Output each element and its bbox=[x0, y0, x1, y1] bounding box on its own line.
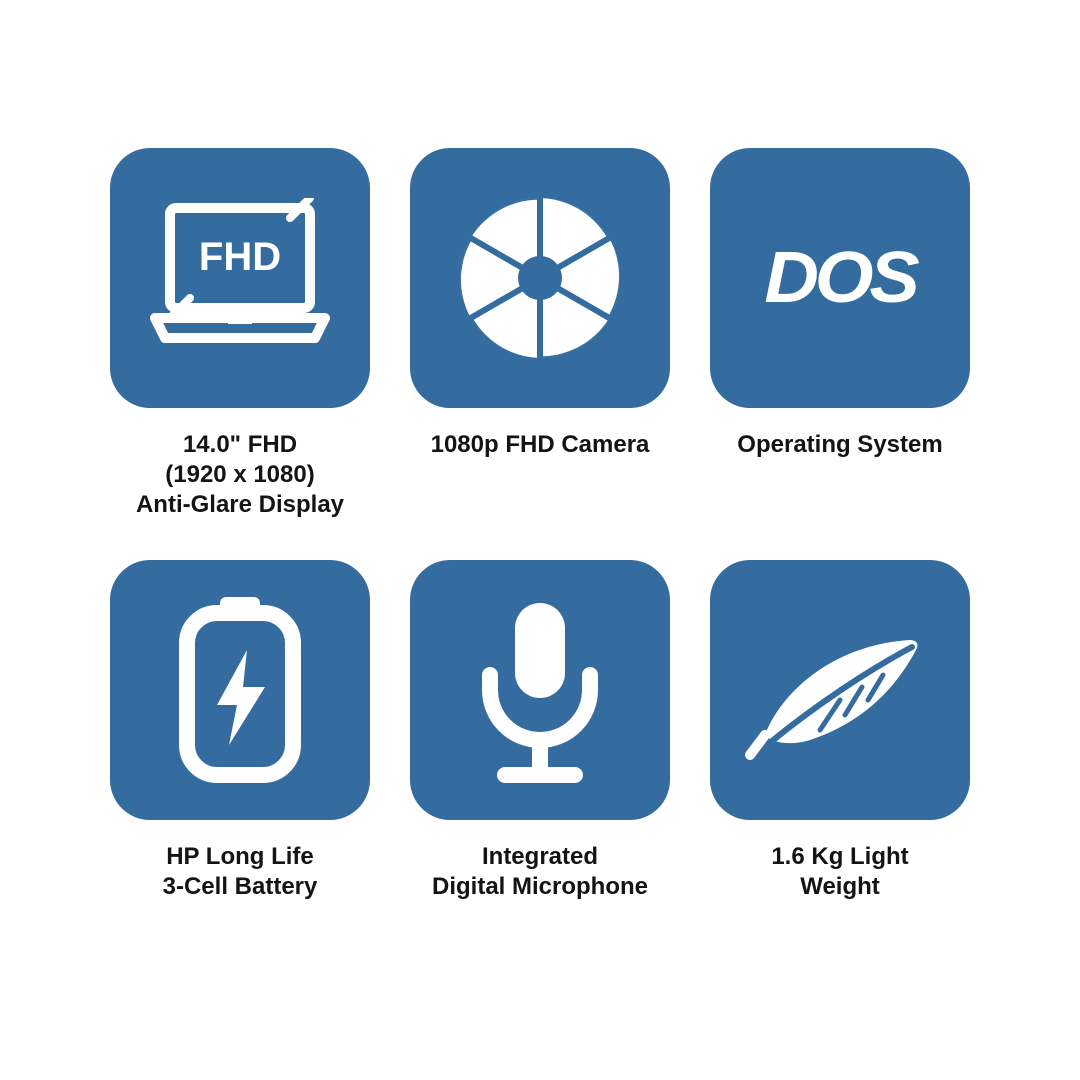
laptop-fhd-icon: FHD bbox=[140, 198, 340, 358]
feature-caption-weight: 1.6 Kg Light Weight bbox=[771, 842, 908, 932]
feature-caption-os: Operating System bbox=[737, 430, 942, 520]
features-grid: FHD 14.0" FHD (1920 x 1080) Anti-Glare D… bbox=[110, 148, 970, 932]
feather-icon bbox=[740, 605, 940, 775]
feature-tile-battery: HP Long Life 3-Cell Battery bbox=[110, 560, 370, 932]
microphone-icon bbox=[465, 595, 615, 785]
feature-iconbox-microphone bbox=[410, 560, 670, 820]
feature-tile-os: DOS Operating System bbox=[710, 148, 970, 520]
feature-caption-battery: HP Long Life 3-Cell Battery bbox=[163, 842, 318, 932]
feature-caption-display: 14.0" FHD (1920 x 1080) Anti-Glare Displ… bbox=[136, 430, 344, 520]
feature-iconbox-os: DOS bbox=[710, 148, 970, 408]
dos-text-icon: DOS bbox=[764, 237, 915, 319]
feature-caption-microphone: Integrated Digital Microphone bbox=[432, 842, 648, 932]
svg-text:FHD: FHD bbox=[199, 235, 281, 279]
feature-iconbox-camera bbox=[410, 148, 670, 408]
feature-tile-camera: 1080p FHD Camera bbox=[410, 148, 670, 520]
feature-iconbox-display: FHD bbox=[110, 148, 370, 408]
feature-tile-display: FHD 14.0" FHD (1920 x 1080) Anti-Glare D… bbox=[110, 148, 370, 520]
feature-caption-camera: 1080p FHD Camera bbox=[431, 430, 650, 520]
feature-tile-microphone: Integrated Digital Microphone bbox=[410, 560, 670, 932]
feature-iconbox-battery bbox=[110, 560, 370, 820]
feature-iconbox-weight bbox=[710, 560, 970, 820]
camera-aperture-icon bbox=[455, 193, 625, 363]
battery-charging-icon bbox=[175, 595, 305, 785]
feature-tile-weight: 1.6 Kg Light Weight bbox=[710, 560, 970, 932]
